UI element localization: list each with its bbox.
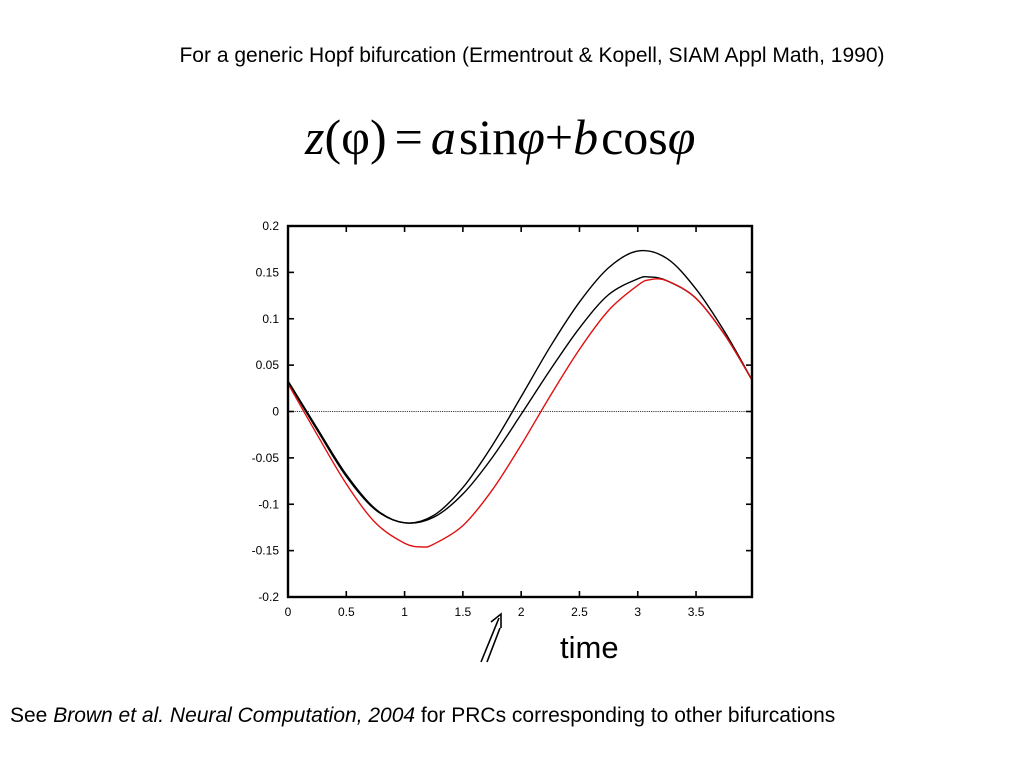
equation-equals: = [394, 109, 423, 165]
slide-header: For a generic Hopf bifurcation (Ermentro… [179, 44, 885, 67]
equation-sin: sin [458, 109, 518, 165]
footer-suffix: for PRCs corresponding to other bifurcat… [415, 704, 836, 727]
equation-a: a [430, 109, 456, 165]
footer-citation: Brown et al. Neural Computation, 2004 [53, 704, 416, 727]
hopf-prc-equation: z(φ) = asinφ+bcosφ [305, 108, 695, 166]
y-tick-label: 0.2 [262, 219, 279, 233]
time-axis-label: time [560, 630, 619, 665]
x-tick-label: 0 [285, 605, 292, 619]
x-tick-label: 1 [401, 605, 408, 619]
y-tick-label: -0.2 [258, 590, 279, 604]
y-tick-label: 0.1 [262, 312, 279, 326]
equation-plus: + [544, 109, 574, 165]
x-tick-label: 1.5 [455, 605, 472, 619]
equation-lhs-arg: (φ) [324, 109, 387, 165]
y-tick-label: -0.05 [252, 451, 280, 465]
y-tick-label: -0.1 [258, 497, 279, 511]
y-tick-label: -0.15 [252, 544, 280, 558]
x-tick-label: 2 [518, 605, 525, 619]
equation-phi-1: φ [517, 109, 545, 165]
x-tick-label: 2.5 [571, 605, 588, 619]
equation-phi-2: φ [667, 109, 696, 165]
x-tick-label: 3 [634, 605, 641, 619]
x-tick-label: 0.5 [338, 605, 355, 619]
footer-prefix: See [10, 704, 54, 727]
arrow-icon [480, 617, 500, 663]
x-tick-label: 3.5 [688, 605, 705, 619]
series-line-1 [287, 249, 753, 524]
slide-footer: See Brown et al. Neural Computation, 200… [10, 704, 835, 728]
series-line-3 [287, 278, 753, 548]
equation-lhs-var: z [305, 109, 325, 165]
y-tick-label: 0.15 [256, 265, 280, 279]
y-tick-label: 0 [272, 405, 279, 419]
equation-b: b [573, 109, 599, 165]
y-tick-label: 0.05 [256, 358, 280, 372]
arrow-head-icon [490, 612, 502, 628]
arrow-icon-shaft-2 [486, 627, 501, 663]
equation-cos: cos [601, 109, 668, 165]
